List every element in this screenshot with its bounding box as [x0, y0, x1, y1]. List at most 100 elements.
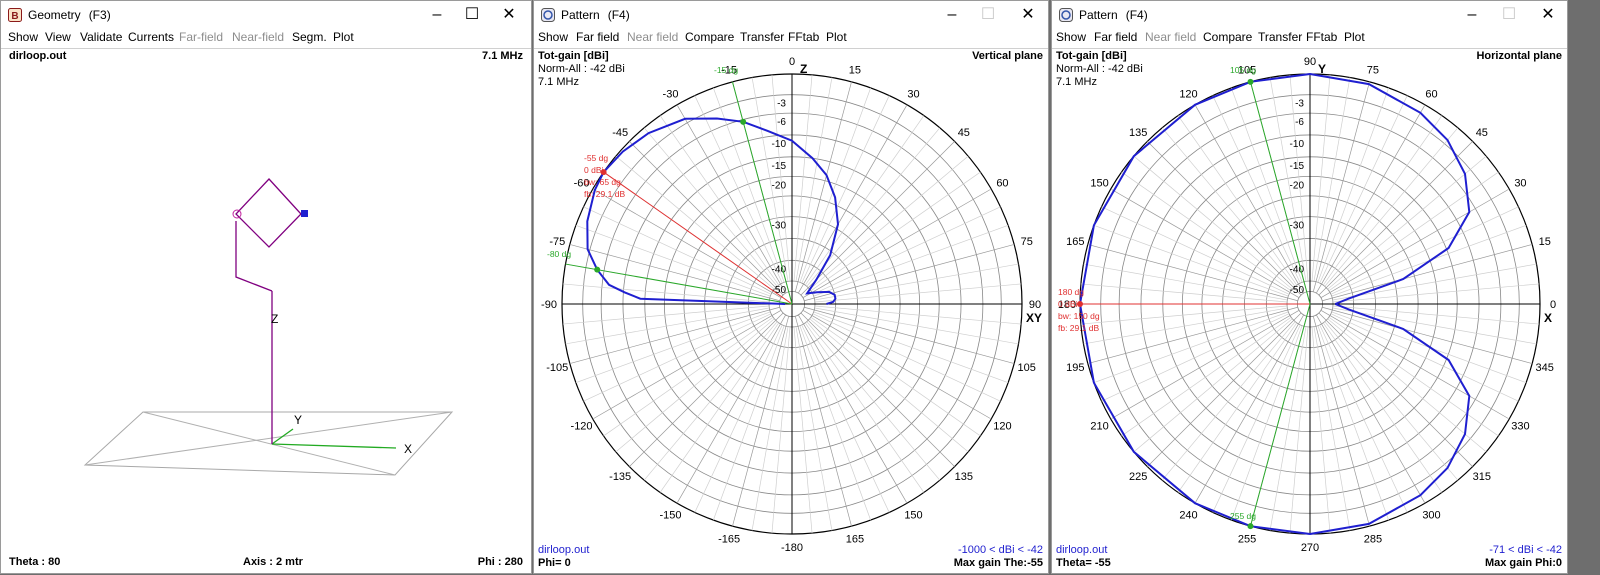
menu-far-field[interactable]: Far-field: [179, 30, 224, 44]
ring-label: -6: [1295, 117, 1304, 128]
grid-spoke: [800, 141, 955, 296]
grid-spoke: [1269, 77, 1307, 282]
angle-label: 345: [1536, 362, 1554, 374]
max-gain-annotation: fb: 29.1 dB: [1058, 323, 1099, 333]
grid-spoke: [1177, 115, 1298, 286]
grid-spoke: [583, 313, 772, 402]
grid-spoke: [795, 77, 833, 282]
menu-near-field[interactable]: Near field: [1145, 30, 1197, 44]
grid-spoke: [1312, 316, 1370, 527]
menu-compare[interactable]: Compare: [685, 30, 735, 44]
pattern-canvas[interactable]: Tot-gain [dBi] Norm-All : -42 dBi 7.1 MH…: [1052, 48, 1567, 573]
grid-spoke: [1327, 318, 1487, 453]
angle-label: 150: [1090, 178, 1108, 190]
menu-compare[interactable]: Compare: [1203, 30, 1253, 44]
maximize-icon[interactable]: ☐: [464, 6, 480, 23]
grid-spoke: [1133, 155, 1293, 290]
close-icon[interactable]: ✕: [1541, 6, 1555, 23]
grid-spoke: [814, 263, 1019, 301]
menu-plot[interactable]: Plot: [333, 30, 354, 44]
beamwidth-dot-1: [740, 118, 747, 125]
grid-spoke: [804, 244, 1015, 302]
grid-spoke: [1231, 325, 1303, 521]
pattern-app-icon: [541, 8, 555, 22]
menu-segm[interactable]: Segm.: [292, 30, 327, 44]
grid-spoke: [562, 283, 770, 303]
grid-spoke: [1087, 244, 1298, 302]
menu-far-field[interactable]: Far field: [1094, 30, 1138, 44]
grid-spoke: [615, 155, 775, 290]
grid-spoke: [1330, 206, 1519, 295]
grid-spoke: [1313, 77, 1351, 282]
grid-spoke: [583, 206, 772, 295]
menu-plot[interactable]: Plot: [1344, 30, 1365, 44]
menu-show[interactable]: Show: [538, 30, 569, 44]
angle-label: 75: [1367, 64, 1379, 76]
grid-spoke: [1319, 95, 1408, 284]
title-bar[interactable]: Pattern (F4) – ☐ ✕: [534, 1, 1048, 29]
grid-spoke: [615, 318, 775, 453]
menu-show[interactable]: Show: [8, 30, 39, 44]
grid-spoke: [1316, 314, 1426, 504]
angle-label: 225: [1129, 471, 1147, 483]
angle-label: 30: [907, 89, 919, 101]
plane-label: Vertical plane: [972, 50, 1043, 62]
close-icon[interactable]: ✕: [1021, 6, 1035, 23]
menu-near-field[interactable]: Near field: [627, 30, 679, 44]
geometry-window: B Geometry (F3) – ☐ ✕ Show View Validate …: [0, 0, 532, 574]
angle-label: 150: [904, 509, 922, 521]
angle-label: -45: [612, 127, 628, 139]
beamwidth-label-1: -15 dg: [714, 65, 738, 75]
menu-show[interactable]: Show: [1056, 30, 1087, 44]
angle-label: -165: [718, 534, 740, 546]
window-title: Pattern (F4): [561, 8, 630, 22]
menu-validate[interactable]: Validate: [80, 30, 123, 44]
norm-label: Norm-All : -42 dBi: [538, 63, 625, 75]
beamwidth-dot-1: [1247, 78, 1254, 85]
title-bar[interactable]: B Geometry (F3) – ☐ ✕: [1, 1, 531, 29]
menu-near-field[interactable]: Near-field: [232, 30, 285, 44]
menu-view[interactable]: View: [45, 30, 71, 44]
max-gain-line: [603, 171, 793, 305]
minimize-icon[interactable]: –: [1467, 6, 1477, 23]
polar-plot-vertical[interactable]: 0153045607590105120135150165-180-165-150…: [534, 49, 1048, 575]
grid-spoke: [1317, 87, 1389, 283]
window-title: Geometry (F3): [28, 8, 111, 22]
grid-spoke: [1083, 307, 1288, 345]
minimize-icon[interactable]: –: [947, 6, 957, 23]
grid-spoke: [810, 316, 981, 437]
antenna-geometry-view[interactable]: Z Y X: [1, 49, 531, 575]
grid-spoke: [1080, 305, 1288, 325]
file-name: dirloop.out: [538, 544, 590, 556]
gain-type-label: Tot-gain [dBi]: [538, 50, 609, 62]
menu-fftab[interactable]: FFtab: [1306, 30, 1338, 44]
pattern-canvas[interactable]: Tot-gain [dBi] Norm-All : -42 dBi 7.1 MH…: [534, 48, 1048, 573]
norm-label: Norm-All : -42 dBi: [1056, 63, 1143, 75]
grid-spoke: [1317, 325, 1389, 521]
geometry-canvas[interactable]: dirloop.out 7.1 MHz Z Y X Theta : 80 Axi…: [1, 48, 531, 573]
menu-transfer[interactable]: Transfer: [740, 30, 785, 44]
grid-spoke: [1332, 283, 1540, 303]
grid-spoke: [1231, 87, 1303, 283]
grid-spoke: [1289, 74, 1309, 282]
grid-spoke: [1324, 321, 1459, 481]
grid-spoke: [814, 283, 1022, 303]
menu-currents[interactable]: Currents: [128, 30, 175, 44]
angle-label: 240: [1179, 509, 1197, 521]
menu-plot[interactable]: Plot: [826, 30, 847, 44]
angle-label: -120: [571, 421, 593, 433]
beamwidth-line-1: [731, 81, 793, 305]
menu-transfer[interactable]: Transfer: [1258, 30, 1303, 44]
menu-fftab[interactable]: FFtab: [788, 30, 820, 44]
menu-far-field[interactable]: Far field: [576, 30, 620, 44]
title-bar[interactable]: Pattern (F4) – ☐ ✕: [1052, 1, 1567, 29]
file-name: dirloop.out: [1056, 544, 1108, 556]
minimize-icon[interactable]: –: [432, 6, 442, 23]
polar-plot-horizontal[interactable]: 9075604530150345330315300285270255240225…: [1052, 49, 1567, 575]
angle-label: -150: [659, 509, 681, 521]
grid-spoke: [1318, 312, 1473, 467]
close-icon[interactable]: ✕: [502, 6, 516, 23]
pattern-horizontal-window: Pattern (F4) – ☐ ✕ Show Far field Near fi…: [1051, 0, 1568, 574]
ring-label: -10: [1290, 139, 1305, 150]
y-axis-label: Y: [294, 413, 302, 427]
